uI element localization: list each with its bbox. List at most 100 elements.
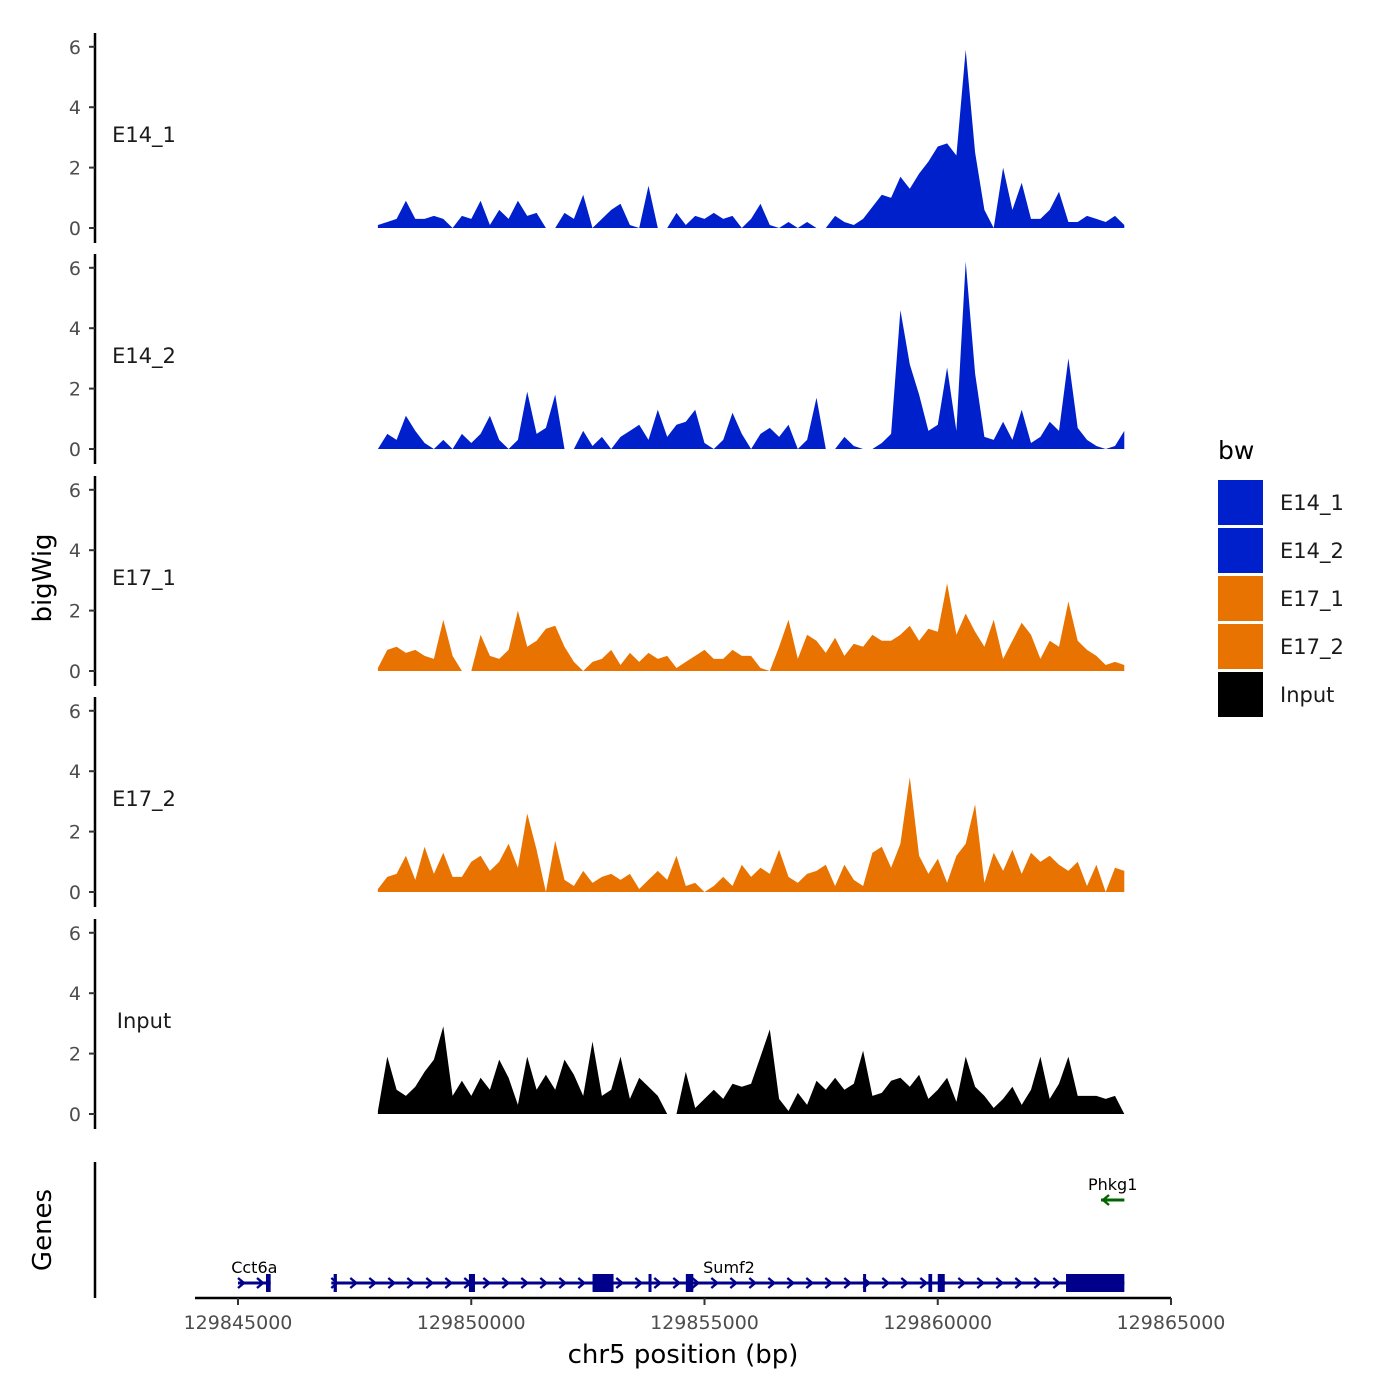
y-tick-label: 2 bbox=[69, 822, 81, 844]
x-tick-label: 129850000 bbox=[417, 1312, 526, 1334]
strand-chevron bbox=[729, 1277, 739, 1289]
legend-swatch-E14_1 bbox=[1218, 480, 1263, 525]
legend-swatch-E14_2 bbox=[1218, 528, 1263, 573]
exon-block bbox=[648, 1274, 652, 1292]
x-tick-label: 129855000 bbox=[650, 1312, 759, 1334]
coverage-area-Input bbox=[377, 1026, 1125, 1114]
x-axis: 129845000 129850000 129855000 129860000 1298… bbox=[184, 1296, 1226, 1334]
track-label: E14_1 bbox=[112, 123, 176, 148]
x-axis-title: chr5 position (bp) bbox=[568, 1340, 799, 1370]
exon-block bbox=[333, 1274, 337, 1292]
y-tick-label: 2 bbox=[69, 601, 81, 623]
legend-swatch-Input bbox=[1218, 672, 1263, 717]
genes-axis-title: Genes bbox=[28, 1189, 58, 1271]
exon-block bbox=[928, 1274, 933, 1292]
track-E17_1: 0 2 4 6 E17_1 bbox=[69, 476, 1125, 686]
exon-block bbox=[265, 1274, 271, 1292]
x-tick-label: 129860000 bbox=[883, 1312, 992, 1334]
y-tick-label: 4 bbox=[69, 983, 81, 1005]
strand-chevron bbox=[1014, 1277, 1024, 1289]
legend-swatch-E17_2 bbox=[1218, 624, 1263, 669]
legend-title: bw bbox=[1218, 436, 1254, 465]
exon-block bbox=[937, 1274, 945, 1292]
track-label: E17_1 bbox=[112, 566, 176, 591]
strand-chevron bbox=[881, 1277, 891, 1289]
x-tick-label: 129865000 bbox=[1117, 1312, 1226, 1334]
y-tick-label: 6 bbox=[69, 480, 81, 502]
coverage-area-E17_2 bbox=[377, 777, 1125, 892]
gene-label: Sumf2 bbox=[703, 1258, 755, 1277]
y-tick-label: 2 bbox=[69, 1044, 81, 1066]
legend-label: E17_2 bbox=[1280, 635, 1344, 660]
exon-block bbox=[863, 1274, 867, 1292]
strand-chevron bbox=[501, 1277, 511, 1289]
y-tick-label: 0 bbox=[69, 439, 81, 461]
gene-Sumf2: Sumf2 bbox=[330, 1258, 1125, 1292]
strand-chevron bbox=[368, 1277, 378, 1289]
gene-label: Cct6a bbox=[231, 1258, 277, 1277]
strand-chevron bbox=[900, 1277, 910, 1289]
strand-chevron bbox=[919, 1277, 929, 1289]
y-tick-label: 0 bbox=[69, 1104, 81, 1126]
strand-chevron bbox=[843, 1277, 853, 1289]
strand-chevron bbox=[539, 1277, 549, 1289]
strand-chevron bbox=[444, 1277, 454, 1289]
track-label: Input bbox=[117, 1009, 171, 1033]
strand-chevron bbox=[482, 1277, 492, 1289]
y-tick-label: 6 bbox=[69, 258, 81, 280]
gene-Phkg1: Phkg1 bbox=[1088, 1175, 1137, 1206]
y-tick-label: 4 bbox=[69, 540, 81, 562]
strand-chevron bbox=[558, 1277, 568, 1289]
y-tick-label: 0 bbox=[69, 661, 81, 683]
strand-chevron bbox=[634, 1277, 644, 1289]
strand-chevron bbox=[406, 1277, 416, 1289]
strand-chevron bbox=[957, 1277, 967, 1289]
track-label: E17_2 bbox=[112, 787, 176, 812]
exon-block bbox=[592, 1274, 614, 1292]
strand-chevron bbox=[1101, 1194, 1110, 1206]
y-axis-title: bigWig bbox=[28, 533, 58, 622]
coverage-area-E17_1 bbox=[377, 583, 1125, 671]
strand-chevron bbox=[748, 1277, 758, 1289]
strand-chevron bbox=[577, 1277, 587, 1289]
coverage-area-E14_2 bbox=[377, 261, 1125, 449]
y-tick-label: 4 bbox=[69, 761, 81, 783]
strand-chevron bbox=[653, 1277, 663, 1289]
legend: bw E14_1 E14_2 E17_1 E17_2 Input bbox=[1218, 436, 1344, 717]
strand-chevron bbox=[824, 1277, 834, 1289]
legend-label: E14_1 bbox=[1280, 491, 1344, 516]
y-tick-label: 4 bbox=[69, 97, 81, 119]
y-tick-label: 6 bbox=[69, 923, 81, 945]
strand-chevron bbox=[520, 1277, 530, 1289]
coverage-area-E14_1 bbox=[377, 49, 1125, 228]
strand-chevron bbox=[767, 1277, 777, 1289]
strand-chevron bbox=[710, 1277, 720, 1289]
x-tick-label: 129845000 bbox=[184, 1312, 293, 1334]
exon-block bbox=[1066, 1274, 1125, 1292]
strand-chevron bbox=[976, 1277, 986, 1289]
legend-label: E14_2 bbox=[1280, 539, 1344, 564]
strand-chevron bbox=[786, 1277, 796, 1289]
y-tick-label: 0 bbox=[69, 218, 81, 240]
strand-chevron bbox=[256, 1277, 265, 1289]
gene-Cct6a: Cct6a bbox=[231, 1258, 277, 1292]
y-tick-label: 2 bbox=[69, 379, 81, 401]
strand-chevron bbox=[805, 1277, 815, 1289]
exon-block bbox=[685, 1274, 694, 1292]
legend-label: Input bbox=[1280, 683, 1334, 707]
y-tick-label: 4 bbox=[69, 318, 81, 340]
track-E14_2: 0 2 4 6 E14_2 bbox=[69, 254, 1125, 464]
strand-chevron bbox=[1052, 1277, 1062, 1289]
strand-chevron bbox=[387, 1277, 397, 1289]
y-tick-label: 0 bbox=[69, 882, 81, 904]
legend-label: E17_1 bbox=[1280, 587, 1344, 612]
y-tick-label: 6 bbox=[69, 701, 81, 723]
strand-chevron bbox=[349, 1277, 359, 1289]
strand-chevron bbox=[615, 1277, 625, 1289]
coverage-tracks: 0 2 4 6 E14_1 0 2 4 6 E14_2 0 2 4 6 E17_1 0 2 4 6 E17_2 0 2 4 6… bbox=[69, 33, 1125, 1129]
strand-chevron bbox=[672, 1277, 682, 1289]
strand-chevron bbox=[995, 1277, 1005, 1289]
exon-block bbox=[468, 1274, 475, 1292]
strand-chevron bbox=[425, 1277, 435, 1289]
